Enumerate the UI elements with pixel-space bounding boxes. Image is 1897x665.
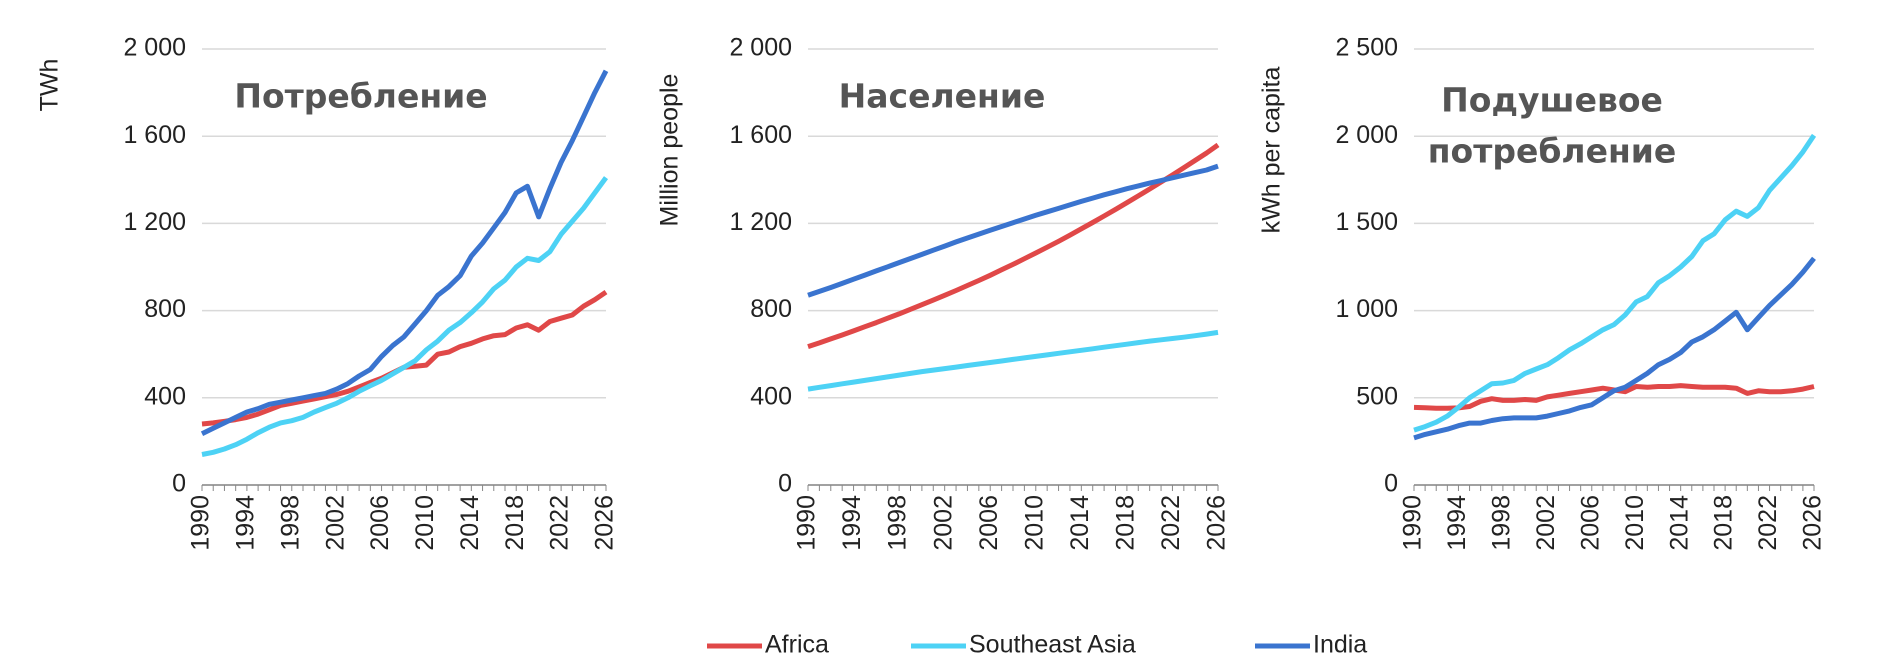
series-line: Southeast Asia bbox=[201, 176, 609, 457]
series-line: Southeast Asia bbox=[1413, 133, 1817, 433]
x-tick-label: 2026 bbox=[591, 495, 619, 551]
x-tick-label: 1990 bbox=[1399, 495, 1427, 551]
x-tick-label: 1990 bbox=[187, 495, 215, 551]
x-tick-label: 2002 bbox=[929, 495, 957, 551]
x-tick-label: 2018 bbox=[501, 495, 529, 551]
series-line: India bbox=[200, 69, 609, 437]
x-tick-label: 2014 bbox=[1066, 495, 1094, 551]
y-tick-label: 2 500 bbox=[1335, 34, 1398, 62]
series-line: India bbox=[807, 163, 1219, 298]
series-line: Southeast Asia bbox=[807, 329, 1219, 392]
x-tick-label: 1990 bbox=[793, 495, 821, 551]
y-tick-label: 0 bbox=[1384, 470, 1398, 498]
x-tick-label: 2010 bbox=[1020, 495, 1048, 551]
series-line: Africa bbox=[807, 142, 1220, 349]
x-tick-label: 2014 bbox=[456, 495, 484, 551]
x-tick-label: 2002 bbox=[321, 495, 349, 551]
panel-title: потребление bbox=[1428, 132, 1677, 171]
x-tick-label: 2018 bbox=[1710, 495, 1738, 551]
y-tick-label: 800 bbox=[750, 295, 792, 323]
x-tick-label: 2010 bbox=[411, 495, 439, 551]
y-tick-label: 1 200 bbox=[729, 208, 792, 236]
x-tick-label: 2022 bbox=[1754, 495, 1782, 551]
x-tick-label: 2026 bbox=[1799, 495, 1827, 551]
y-axis-label: Million people bbox=[656, 74, 684, 227]
y-axis-label: kWh per capita bbox=[1258, 67, 1286, 234]
y-axis-label: TWh bbox=[36, 59, 64, 112]
x-tick-label: 1998 bbox=[1487, 495, 1515, 551]
y-tick-label: 400 bbox=[144, 382, 186, 410]
x-tick-label: 2022 bbox=[546, 495, 574, 551]
legend-label: India bbox=[1313, 631, 1367, 659]
x-tick-label: 2014 bbox=[1665, 495, 1693, 551]
y-tick-label: 1 600 bbox=[123, 121, 186, 149]
y-tick-label: 1 200 bbox=[123, 208, 186, 236]
y-tick-label: 800 bbox=[144, 295, 186, 323]
legend-label: Africa bbox=[765, 631, 829, 659]
panel-title: Потребление bbox=[234, 77, 487, 116]
x-tick-label: 1998 bbox=[884, 495, 912, 551]
y-tick-label: 0 bbox=[172, 470, 186, 498]
panel-title: Население bbox=[839, 77, 1046, 116]
legend-label: Southeast Asia bbox=[969, 631, 1136, 659]
x-tick-label: 2006 bbox=[366, 495, 394, 551]
series-line: Africa bbox=[201, 290, 608, 427]
x-tick-label: 2026 bbox=[1203, 495, 1231, 551]
x-tick-label: 2018 bbox=[1111, 495, 1139, 551]
x-tick-label: 1994 bbox=[1443, 495, 1471, 551]
y-tick-label: 0 bbox=[778, 470, 792, 498]
x-tick-label: 2006 bbox=[975, 495, 1003, 551]
y-tick-label: 2 000 bbox=[729, 34, 792, 62]
y-tick-label: 1 500 bbox=[1335, 208, 1398, 236]
y-tick-label: 2 000 bbox=[123, 34, 186, 62]
y-tick-label: 500 bbox=[1356, 382, 1398, 410]
x-tick-label: 1998 bbox=[276, 495, 304, 551]
x-tick-label: 2006 bbox=[1576, 495, 1604, 551]
x-tick-label: 1994 bbox=[231, 495, 259, 551]
x-tick-label: 2002 bbox=[1532, 495, 1560, 551]
series-line: India bbox=[1413, 256, 1816, 441]
y-tick-label: 2 000 bbox=[1335, 121, 1398, 149]
y-tick-label: 1 600 bbox=[729, 121, 792, 149]
x-tick-label: 2022 bbox=[1157, 495, 1185, 551]
x-tick-label: 2010 bbox=[1621, 495, 1649, 551]
x-tick-label: 1994 bbox=[838, 495, 866, 551]
y-tick-label: 400 bbox=[750, 382, 792, 410]
panel-title: Подушевое bbox=[1441, 81, 1663, 120]
y-tick-label: 1 000 bbox=[1335, 295, 1398, 323]
